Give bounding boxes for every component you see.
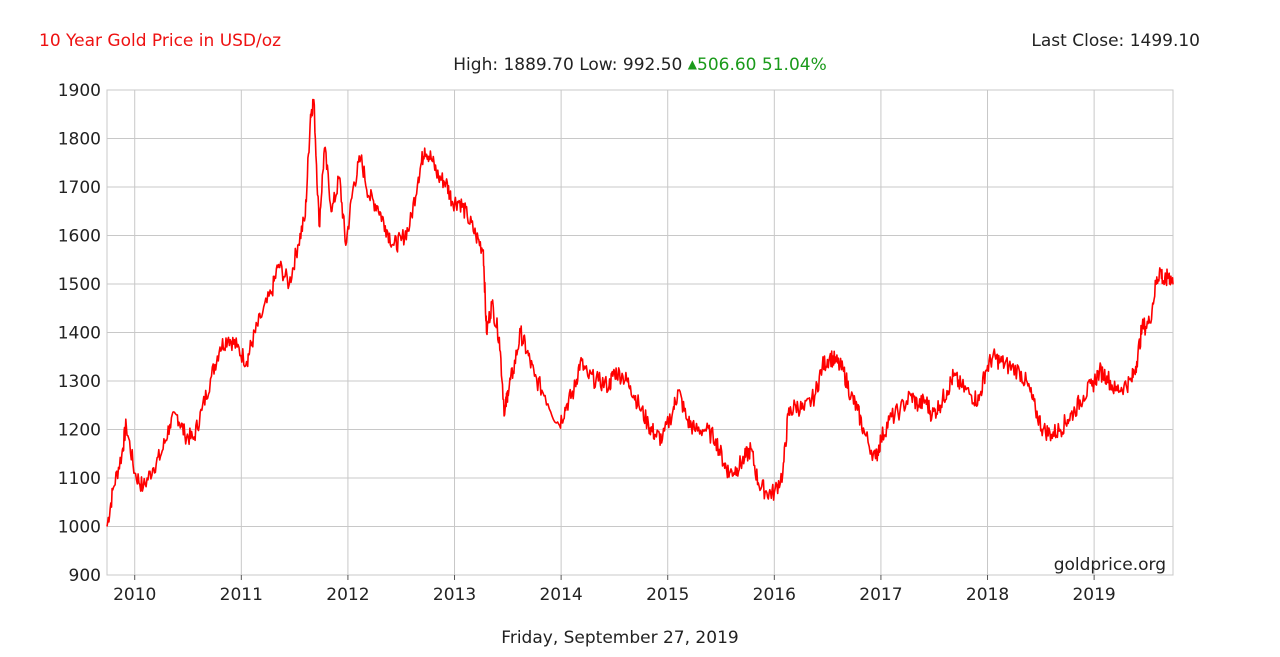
chart-date: Friday, September 27, 2019	[501, 628, 739, 648]
y-tick-label: 1800	[58, 130, 101, 150]
x-tick-label: 2019	[1072, 585, 1115, 605]
x-tick-label: 2011	[220, 585, 263, 605]
x-tick-label: 2017	[859, 585, 902, 605]
y-tick-label: 1600	[58, 227, 101, 247]
y-tick-label: 1300	[58, 372, 101, 392]
x-tick-label: 2012	[326, 585, 369, 605]
watermark: goldprice.org	[1054, 555, 1166, 575]
price-line	[106, 98, 1174, 527]
x-tick-label: 2014	[539, 585, 582, 605]
y-tick-label: 1200	[58, 421, 101, 441]
low-value: 992.50	[622, 55, 683, 75]
last-close: Last Close: 1499.10	[1031, 31, 1200, 51]
y-axis: 900 1000 1100 1200 1300 1400 1500 1600 1700 1800 1…	[58, 81, 101, 586]
y-tick-label: 900	[69, 566, 101, 586]
x-tick-label: 2013	[433, 585, 476, 605]
change-percent: 51.04%	[761, 55, 827, 75]
y-tick-label: 1400	[58, 324, 101, 344]
grid	[107, 89, 1173, 576]
high-value: 1889.70	[503, 55, 574, 75]
low-label: Low:	[579, 55, 618, 75]
up-triangle-icon: ▲	[687, 57, 698, 71]
high-label: High:	[453, 55, 499, 75]
x-tick-label: 2018	[966, 585, 1009, 605]
last-close-label: Last Close:	[1031, 31, 1125, 51]
y-tick-label: 1700	[58, 178, 101, 198]
change-value: 506.60	[697, 55, 757, 75]
y-tick-label: 1000	[58, 518, 101, 538]
x-axis: 2010 2011 2012 2013 2014 2015 2016 2017 2018 2019	[113, 575, 1116, 605]
y-tick-label: 1900	[58, 81, 101, 101]
y-tick-label: 1500	[58, 275, 101, 295]
last-close-value: 1499.10	[1129, 31, 1200, 51]
x-tick-label: 2010	[113, 585, 156, 605]
price-stats: High: 1889.70 Low: 992.50 ▲506.60 51.04%	[0, 55, 1280, 75]
y-tick-label: 1100	[58, 469, 101, 489]
x-tick-label: 2015	[646, 585, 689, 605]
chart-title: 10 Year Gold Price in USD/oz	[39, 31, 282, 51]
x-tick-label: 2016	[753, 585, 796, 605]
